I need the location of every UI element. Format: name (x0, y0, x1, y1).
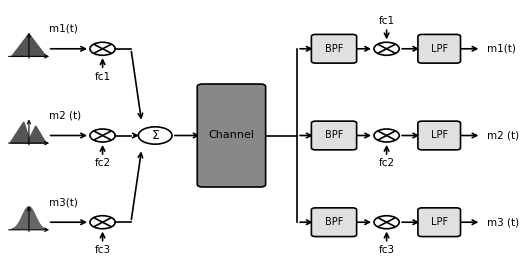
Text: m1(t): m1(t) (487, 44, 515, 54)
Text: BPF: BPF (325, 44, 343, 54)
Text: LPF: LPF (431, 217, 448, 227)
FancyBboxPatch shape (311, 34, 357, 63)
Text: m2 (t): m2 (t) (487, 131, 519, 140)
Polygon shape (12, 34, 46, 56)
Polygon shape (10, 122, 31, 143)
Polygon shape (27, 126, 46, 143)
Text: Channel: Channel (208, 131, 255, 140)
Text: m2 (t): m2 (t) (49, 111, 81, 121)
FancyBboxPatch shape (418, 208, 461, 237)
Text: BPF: BPF (325, 131, 343, 140)
Text: $\Sigma$: $\Sigma$ (150, 129, 160, 142)
Text: fc3: fc3 (379, 245, 394, 255)
FancyBboxPatch shape (197, 84, 266, 187)
Text: fc1: fc1 (379, 16, 394, 26)
Text: fc1: fc1 (95, 72, 110, 82)
Polygon shape (12, 207, 46, 229)
Text: fc2: fc2 (95, 158, 110, 168)
FancyBboxPatch shape (311, 121, 357, 150)
Text: LPF: LPF (431, 44, 448, 54)
Text: m1(t): m1(t) (49, 24, 78, 34)
Text: LPF: LPF (431, 131, 448, 140)
FancyBboxPatch shape (418, 121, 461, 150)
Text: BPF: BPF (325, 217, 343, 227)
Text: fc3: fc3 (95, 245, 110, 255)
FancyBboxPatch shape (311, 208, 357, 237)
Text: m3(t): m3(t) (49, 197, 78, 207)
FancyBboxPatch shape (418, 34, 461, 63)
Text: m3 (t): m3 (t) (487, 217, 519, 227)
Text: fc2: fc2 (379, 158, 394, 168)
